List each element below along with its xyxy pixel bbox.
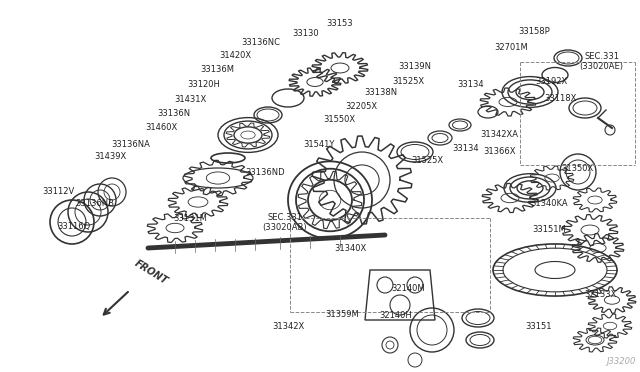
Text: 31342X: 31342X bbox=[272, 322, 304, 331]
Text: 31460X: 31460X bbox=[145, 123, 177, 132]
Text: 32701M: 32701M bbox=[494, 43, 527, 52]
Text: 33151M: 33151M bbox=[532, 225, 566, 234]
Text: 31342XA: 31342XA bbox=[480, 130, 518, 139]
Text: SEC.331
(33020AB): SEC.331 (33020AB) bbox=[262, 213, 307, 232]
Text: 33153: 33153 bbox=[326, 19, 353, 28]
Text: 31340X: 31340X bbox=[335, 244, 367, 253]
Text: 31525X: 31525X bbox=[392, 77, 424, 86]
Text: 33192X: 33192X bbox=[536, 77, 568, 86]
Text: 33134: 33134 bbox=[457, 80, 484, 89]
Text: 33130: 33130 bbox=[292, 29, 319, 38]
Text: 31350X: 31350X bbox=[561, 164, 593, 173]
Text: 33120H: 33120H bbox=[187, 80, 220, 89]
Text: 33131M: 33131M bbox=[174, 214, 207, 223]
Text: 31340KA: 31340KA bbox=[531, 199, 568, 208]
Text: 31366X: 31366X bbox=[483, 147, 515, 156]
Text: 32140H: 32140H bbox=[379, 311, 412, 320]
Text: 32140M: 32140M bbox=[392, 284, 425, 293]
Text: SEC.331
(33020AE): SEC.331 (33020AE) bbox=[580, 52, 623, 71]
Text: 31550X: 31550X bbox=[323, 115, 355, 124]
Text: 31420X: 31420X bbox=[220, 51, 252, 60]
Text: J33200: J33200 bbox=[607, 357, 636, 366]
Text: 33151: 33151 bbox=[525, 322, 552, 331]
Text: 31525X: 31525X bbox=[412, 156, 444, 165]
Text: 33136M: 33136M bbox=[200, 65, 235, 74]
Text: 33136NC: 33136NC bbox=[242, 38, 280, 47]
Text: 31439X: 31439X bbox=[94, 153, 126, 161]
Text: 32205X: 32205X bbox=[346, 102, 378, 110]
Text: 33118X: 33118X bbox=[544, 94, 576, 103]
Text: 33139N: 33139N bbox=[398, 62, 431, 71]
Text: 33134: 33134 bbox=[452, 144, 479, 153]
Text: 33136N: 33136N bbox=[157, 109, 191, 118]
Text: FRONT: FRONT bbox=[133, 258, 170, 286]
Text: 33112V: 33112V bbox=[43, 187, 75, 196]
Text: 32133X: 32133X bbox=[584, 290, 616, 299]
Text: 33158P: 33158P bbox=[518, 27, 550, 36]
Text: 31431X: 31431X bbox=[175, 95, 207, 104]
Text: 33138N: 33138N bbox=[364, 88, 397, 97]
Text: 33136NB: 33136NB bbox=[76, 199, 114, 208]
Text: 31359M: 31359M bbox=[326, 310, 359, 319]
Text: 33136ND: 33136ND bbox=[246, 169, 285, 177]
Text: 31541Y: 31541Y bbox=[303, 140, 335, 149]
Text: 33116Q: 33116Q bbox=[57, 222, 90, 231]
Text: 33136NA: 33136NA bbox=[112, 140, 150, 149]
